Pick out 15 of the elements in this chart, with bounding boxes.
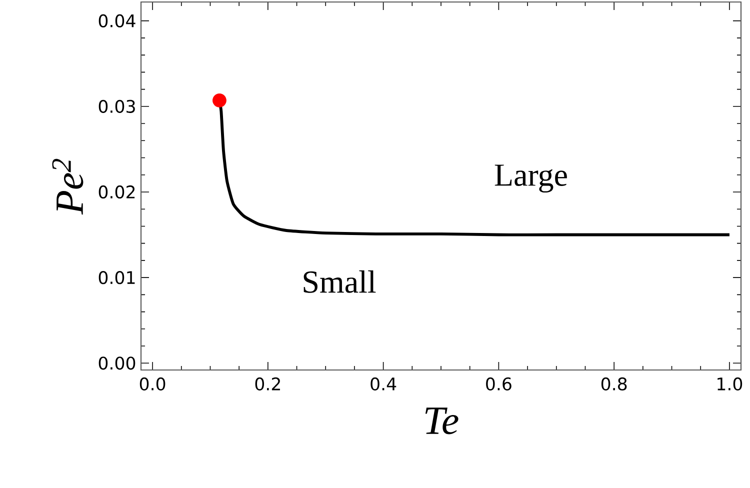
x-tick-label: 0.0 [140,377,166,390]
x-tick-label: 0.4 [370,377,396,390]
y-tick-label: 0.03 [98,100,135,113]
y-tick-label: 0.00 [98,356,136,370]
y-axis-title: Pe$^{2}$ [52,158,84,215]
x-axis-title: Te [425,408,458,434]
y-tick-label: 0.04 [98,14,136,28]
y-tick-label: 0.01 [98,271,135,284]
x-tick-label: 0.8 [601,377,627,390]
x-tick-label: 0.2 [255,377,280,390]
annotation: Small [304,270,376,293]
x-tick-label: 0.6 [486,377,512,390]
annotation: Large [494,164,567,193]
x-tick-label: 1.0 [718,377,742,390]
y-tick-label: 0.02 [98,185,135,199]
